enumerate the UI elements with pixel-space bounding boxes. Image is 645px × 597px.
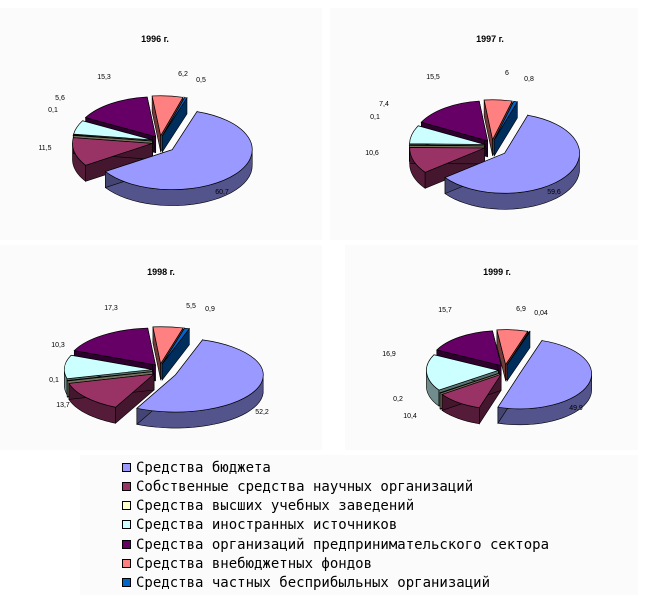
pie-slice [493,100,518,158]
pie-chart: 1996 г. 60,7 11,5 0,1 5,6 15,3 6,2 0,5 [38,34,253,206]
legend-item: Средства внебюджетных фондов [122,554,372,573]
data-label: 13,7 [56,402,70,409]
pie-slice [441,373,502,425]
data-label: 0,9 [205,306,215,313]
data-label: 11,5 [38,145,51,152]
pie-slice [409,147,485,189]
pie-chart: 1999 г. 49,9 10,4 0,2 16,9 15,7 6,9 0,04 [382,267,593,426]
legend-swatch [122,501,131,510]
data-label: 0,04 [534,310,548,317]
data-label: 0,1 [48,107,58,114]
data-label: 0,1 [370,114,380,121]
data-label: 17,3 [104,305,118,312]
legend-item: Средства частных бесприбыльных организац… [122,573,490,592]
data-label: 0,1 [49,377,59,384]
data-label: 10,6 [365,150,379,157]
data-label: 59,6 [547,189,561,196]
chart-title: 1998 г. [147,267,175,277]
data-label: 52,2 [255,409,269,416]
legend-swatch [122,559,131,568]
legend-item: Средства бюджета [122,458,271,477]
data-label: 15,5 [426,74,440,81]
legend-swatch [122,482,131,491]
data-label: 6,2 [178,71,188,78]
data-label: 10,3 [51,342,65,349]
data-label: 6,9 [516,306,526,313]
data-label: 7,4 [379,101,389,108]
data-label: 0,2 [393,396,403,403]
data-label: 16,9 [382,351,396,358]
data-label: 10,4 [403,413,417,420]
data-label: 6 [505,70,509,77]
data-label: 0,8 [524,76,534,83]
pie-slice [497,339,593,426]
data-label: 60,7 [215,189,229,196]
legend-swatch [122,463,131,472]
data-label: 5,5 [186,303,196,310]
legend-swatch [122,578,131,587]
legend-item: Собственные средства научных организаций [122,477,473,496]
legend-label: Средства иностранных источников [136,516,398,533]
legend-label: Собственные средства научных организаций [136,478,474,495]
pie-slice [72,137,153,182]
legend-item: Средства организаций предпринимательског… [122,535,549,554]
legend-label: Средства частных бесприбыльных организац… [136,574,491,591]
chart-title: 1997 г. [476,34,504,44]
data-label: 49,9 [569,405,583,412]
legend-label: Средства внебюджетных фондов [136,555,373,572]
legend-swatch [122,520,131,529]
pie-slice [444,114,580,210]
data-label: 15,3 [97,74,111,81]
legend: Средства бюджета Собственные средства на… [80,455,638,595]
legend-label: Средства бюджета [136,459,271,476]
pie-slice [136,338,264,429]
legend-item: Средства иностранных источников [122,515,397,534]
legend-swatch [122,540,131,549]
legend-item: Средства высших учебных заведений [122,496,414,515]
pie-slice [104,110,253,206]
pie-slice [161,327,191,381]
pie-chart: 1997 г. 59,6 10,6 0,1 7,4 15,5 6 0,8 [365,34,580,210]
pie-chart: 1998 г. 52,2 13,7 0,1 10,3 17,3 5,5 0,9 [49,267,269,429]
data-label: 15,7 [438,307,452,314]
data-label: 5,6 [55,95,65,102]
pie-charts-canvas: 1996 г. 60,7 11,5 0,1 5,6 15,3 6,2 0,5 1997 г. 59… [38,34,593,429]
legend-label: Средства высших учебных заведений [136,497,415,514]
pie-slice [506,330,531,382]
legend-label: Средства организаций предпринимательског… [136,536,550,553]
chart-title: 1999 г. [483,267,511,277]
pie-slice [161,96,188,154]
chart-title: 1996 г. [141,34,169,44]
pie-slice [68,373,156,424]
data-label: 0,5 [196,77,206,84]
